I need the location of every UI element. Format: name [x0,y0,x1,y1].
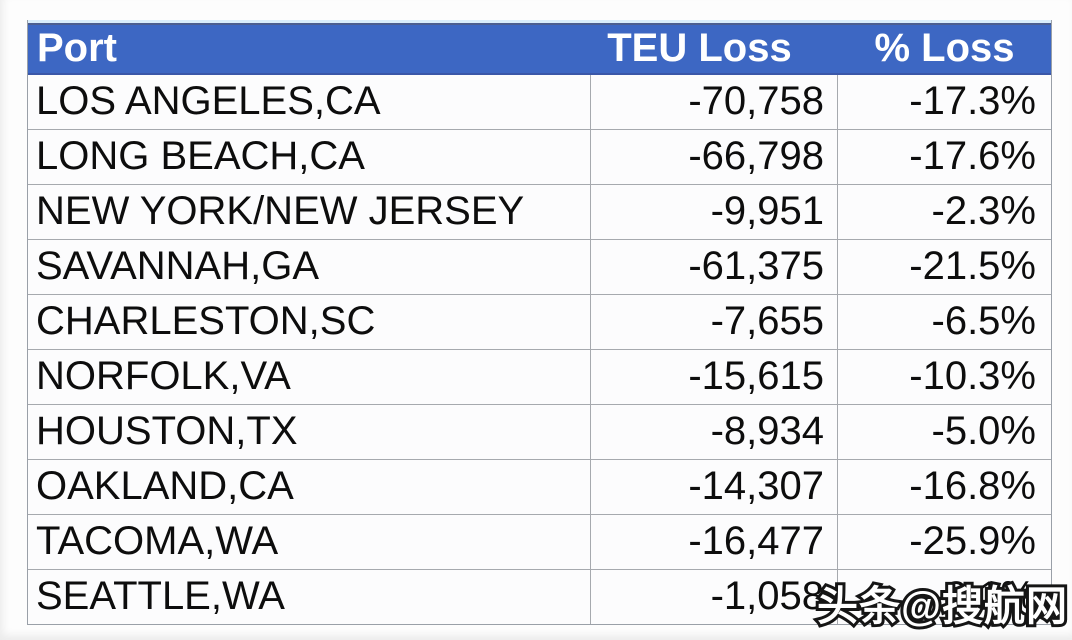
cell-teu-loss: -15,615 [591,350,838,404]
cell-percent-loss: -6.5% [931,299,1037,343]
header-cell-port: Port [37,25,117,70]
cell-port-name: TACOMA,WA [28,515,591,569]
cell-port-name: HOUSTON,TX [28,405,591,459]
cell-percent-loss: -16.8% [909,464,1036,508]
cell-teu-loss: -66,798 [591,130,838,184]
cell-port-name: OAKLAND,CA [28,460,591,514]
header-cell-teu-loss: TEU Loss [607,25,792,70]
cell-teu-loss: -14,307 [591,460,838,514]
table-row: OAKLAND,CA -14,307 -16.8% [28,460,1051,515]
cell-percent-loss: -5.0% [931,409,1037,453]
table-row: SAVANNAH,GA -61,375 -21.5% [28,240,1051,295]
table-row: HOUSTON,TX -8,934 -5.0% [28,405,1051,460]
table-row: LOS ANGELES,CA -70,758 -17.3% [28,75,1051,130]
table-header-row: Port TEU Loss % Loss [28,20,1051,75]
table-row: SEATTLE,WA -1,058 -2.1% [28,570,1051,624]
cell-percent-loss: -21.5% [909,244,1036,288]
cell-percent-loss: -2.1% [931,574,1037,618]
cell-port-name: NORFOLK,VA [28,350,591,404]
table-row: NEW YORK/NEW JERSEY -9,951 -2.3% [28,185,1051,240]
watermark-text: 头条@搜航网 [814,580,1070,632]
cell-port-name: LOS ANGELES,CA [28,75,591,129]
header-cell-percent-loss: % Loss [874,25,1015,70]
port-teu-loss-table: Port TEU Loss % Loss LOS ANGELES,CA -70,7… [27,20,1052,625]
cell-teu-loss: -70,758 [591,75,838,129]
table-row: TACOMA,WA -16,477 -25.9% [28,515,1051,570]
cell-percent-loss: -17.3% [909,79,1036,123]
table-row: LONG BEACH,CA -66,798 -17.6% [28,130,1051,185]
cell-percent-loss: -10.3% [909,354,1036,398]
table-body: LOS ANGELES,CA -70,758 -17.3% LONG BEACH,CA… [28,75,1051,624]
cell-port-name: SEATTLE,WA [28,570,591,624]
cell-port-name: LONG BEACH,CA [28,130,591,184]
table-row: CHARLESTON,SC -7,655 -6.5% [28,295,1051,350]
cell-teu-loss: -8,934 [591,405,838,459]
cell-percent-loss: -17.6% [909,134,1036,178]
cell-port-name: NEW YORK/NEW JERSEY [28,185,591,239]
table-row: NORFOLK,VA -15,615 -10.3% [28,350,1051,405]
cell-port-name: CHARLESTON,SC [28,295,591,349]
cell-teu-loss: -9,951 [591,185,838,239]
cell-percent-loss: -2.3% [931,189,1037,233]
cell-port-name: SAVANNAH,GA [28,240,591,294]
cell-percent-loss: -25.9% [909,519,1036,563]
cell-teu-loss: -16,477 [591,515,838,569]
cell-teu-loss: -7,655 [591,295,838,349]
cell-teu-loss: -61,375 [591,240,838,294]
cell-teu-loss: -1,058 [591,570,838,624]
